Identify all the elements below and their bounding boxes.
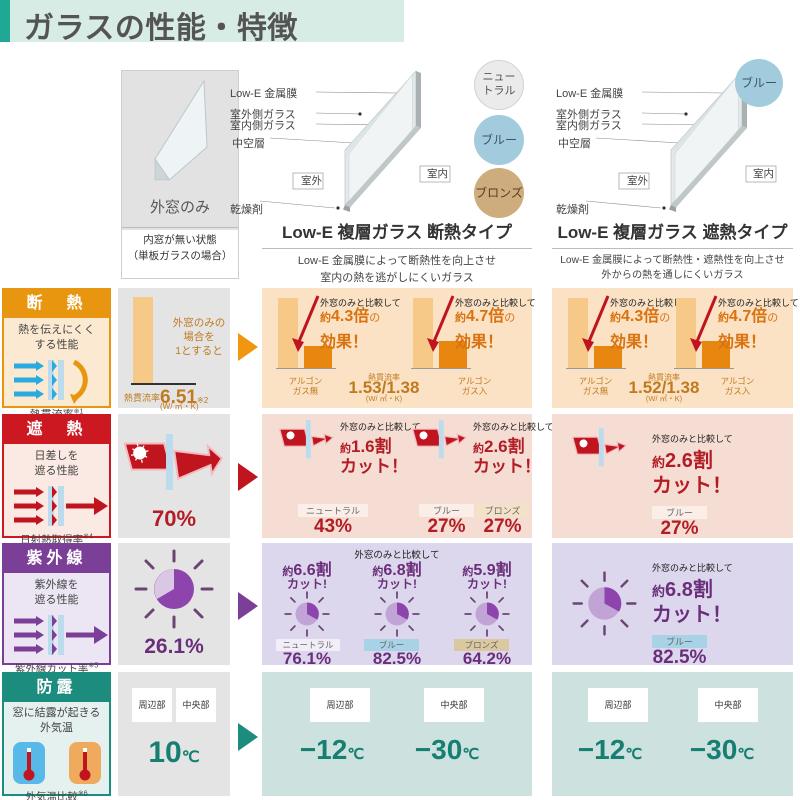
- svg-text:室内: 室内: [753, 167, 774, 180]
- svg-text:室外: 室外: [627, 174, 648, 187]
- svg-text:室内: 室内: [427, 167, 448, 180]
- svg-text:室外: 室外: [301, 174, 322, 187]
